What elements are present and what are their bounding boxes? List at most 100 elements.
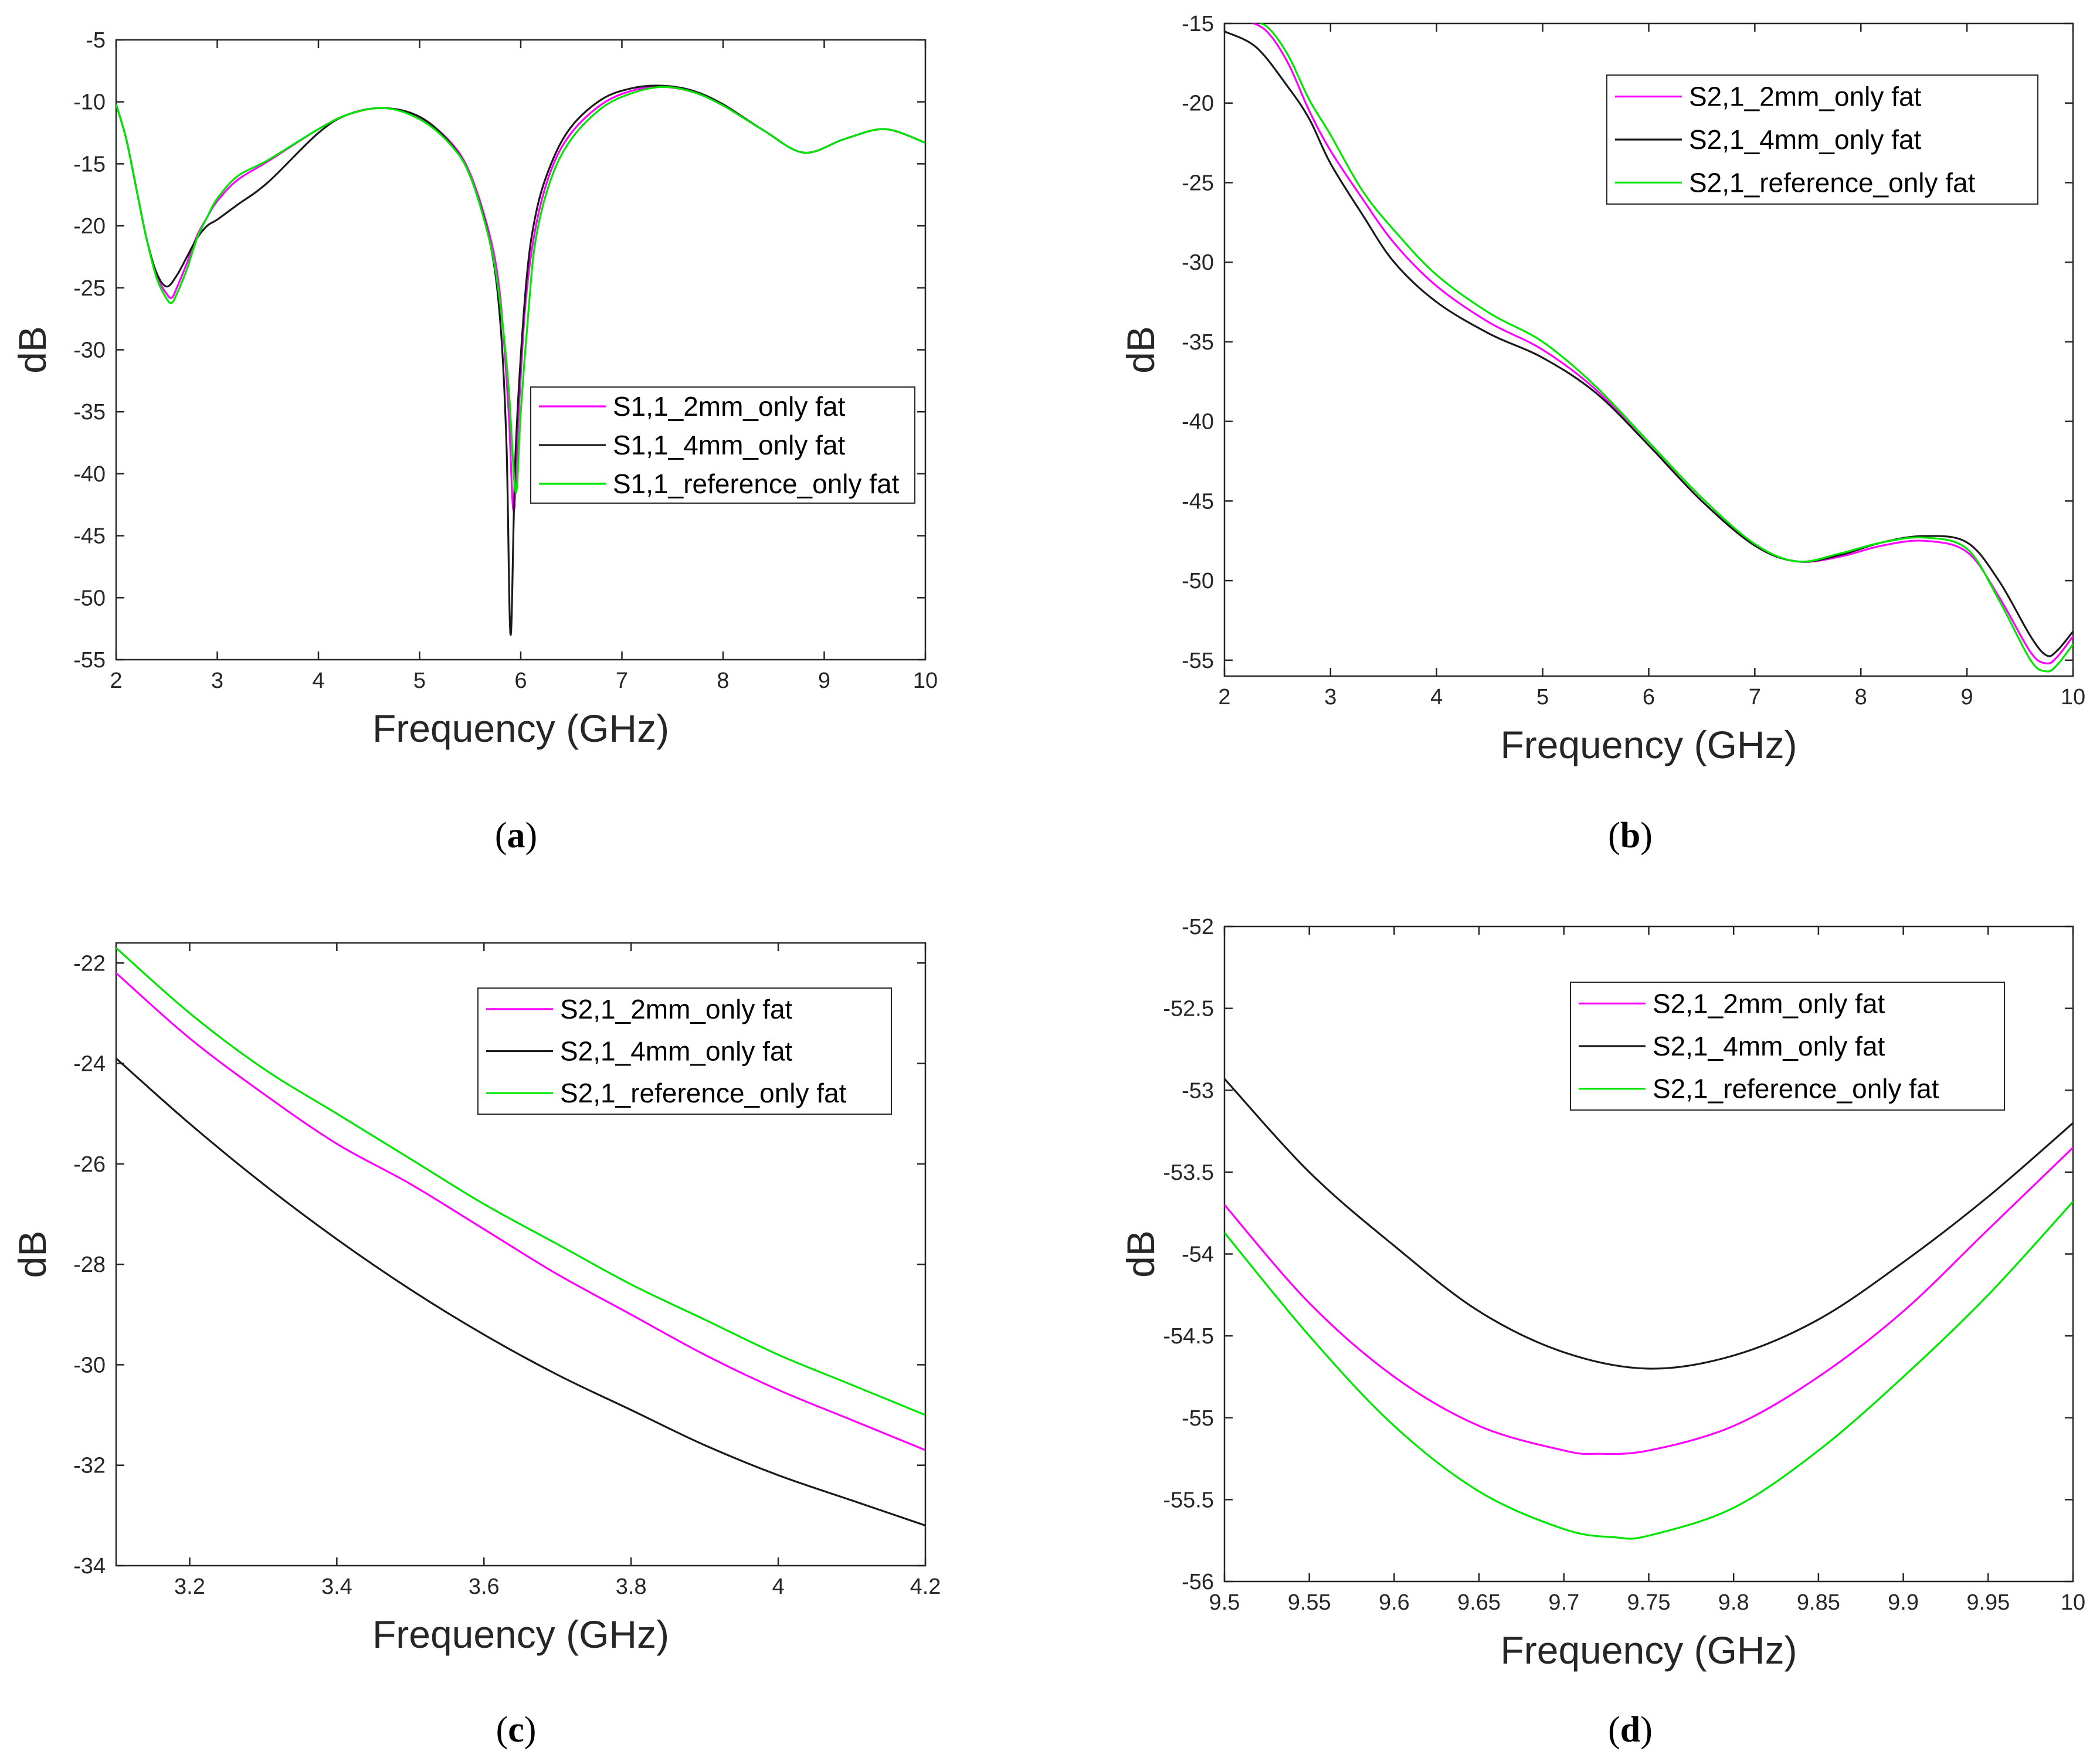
y-tick-label: -55.5 [1163, 1488, 1214, 1512]
caption-paren-close: ) [525, 816, 538, 856]
panel-caption: (b) [1608, 816, 1653, 856]
y-tick-label: -53.5 [1163, 1160, 1214, 1185]
caption-letter: d [1620, 1710, 1640, 1750]
x-axis-label: Frequency (GHz) [372, 1613, 669, 1656]
y-tick-label: -45 [1182, 489, 1214, 514]
x-tick-label: 8 [1855, 685, 1867, 710]
x-tick-label: 9.7 [1548, 1590, 1579, 1615]
x-tick-label: 9.75 [1627, 1590, 1671, 1615]
y-tick-label: -40 [1182, 410, 1214, 435]
x-tick-label: 9.8 [1718, 1590, 1749, 1615]
y-tick-label: -5 [86, 28, 106, 53]
caption-paren-open: ( [1608, 816, 1620, 856]
legend: S2,1_2mm_only fat S2,1_4mm_only fat S2,1_r… [1606, 74, 2038, 205]
y-tick-label: -55 [1182, 1406, 1214, 1431]
x-tick-label: 4 [772, 1574, 785, 1599]
y-tick-label: -32 [73, 1454, 106, 1478]
x-tick-label: 10 [913, 668, 938, 693]
series-line-3 [116, 86, 925, 494]
series-line-2 [116, 84, 925, 636]
x-tick-label: 9.6 [1379, 1590, 1410, 1615]
legend-label-2: S2,1_4mm_only fat [560, 1036, 793, 1067]
legend-label-1: S2,1_2mm_only fat [560, 994, 793, 1024]
series-line-2 [116, 1057, 925, 1527]
x-tick-label: 7 [616, 668, 628, 693]
x-tick-label: 9.85 [1797, 1590, 1840, 1615]
x-tick-label: 9.55 [1288, 1590, 1331, 1615]
y-tick-label: -55 [73, 648, 106, 673]
y-tick-label: -30 [73, 338, 106, 363]
legend-label-3: S1,1_reference_only fat [613, 469, 900, 499]
legend-label-2: S2,1_4mm_only fat [1653, 1031, 1885, 1061]
series-line-2 [1224, 1078, 2073, 1370]
y-tick-label: -15 [73, 152, 106, 177]
x-tick-label: 8 [717, 668, 729, 693]
series-line-2 [1224, 30, 2073, 657]
y-tick-label: -45 [73, 524, 106, 549]
legend: S2,1_2mm_only fat S2,1_4mm_only fat S2,1_r… [1570, 982, 2005, 1111]
caption-paren-close: ) [1640, 1710, 1653, 1750]
x-tick-label: 3.6 [469, 1574, 500, 1599]
x-tick-label: 9.9 [1888, 1590, 1919, 1615]
y-tick-label: -53 [1182, 1078, 1214, 1103]
x-tick-label: 2 [110, 668, 122, 693]
y-tick-label: -25 [1182, 171, 1214, 195]
x-tick-label: 10 [2061, 1590, 2085, 1615]
x-axis-label: Frequency (GHz) [1500, 1628, 1797, 1672]
series-line-3 [1224, 1201, 2073, 1540]
legend-label-3: S2,1_reference_only fat [1653, 1074, 1939, 1104]
y-tick-label: -34 [73, 1554, 106, 1579]
legend-label-1: S2,1_2mm_only fat [1689, 82, 1922, 112]
caption-paren-open: ( [1608, 1710, 1620, 1750]
legend: S2,1_2mm_only fat S2,1_4mm_only fat S2,1_r… [477, 987, 892, 1115]
legend-label-3: S2,1_reference_only fat [1689, 167, 1976, 198]
legend-label-2: S2,1_4mm_only fat [1689, 124, 1922, 155]
chart-panel-d: 9.5 9.55 9.6 9.65 9.7 9.75 9.8 9.85 9.9 9.95 10 -56… [1119, 915, 2085, 1750]
y-tick-label: -25 [73, 276, 106, 301]
series-group [116, 947, 925, 1527]
y-tick-label: -28 [73, 1253, 106, 1277]
x-tick-label: 6 [1643, 685, 1655, 710]
caption-paren-open: ( [495, 816, 507, 856]
panel-caption: (c) [496, 1710, 537, 1750]
y-tick-label: -52 [1182, 915, 1214, 939]
x-tick-label: 6 [514, 668, 527, 693]
x-tick-label: 3.2 [174, 1574, 205, 1599]
y-tick-label: -50 [1182, 569, 1214, 593]
x-tick-label: 10 [2061, 685, 2085, 710]
series-group [1224, 1078, 2073, 1540]
y-tick-label: -26 [73, 1152, 106, 1177]
y-tick-label: -54 [1182, 1243, 1214, 1267]
x-tick-label: 9 [818, 668, 830, 693]
y-tick-label: -35 [73, 400, 106, 425]
legend-label-2: S1,1_4mm_only fat [613, 430, 846, 460]
x-tick-label: 9.65 [1457, 1590, 1501, 1615]
caption-letter: c [508, 1710, 524, 1750]
y-tick-label: -54.5 [1163, 1324, 1214, 1349]
caption-paren-open: ( [496, 1710, 508, 1750]
y-axis-label: dB [1119, 326, 1162, 374]
y-tick-label: -22 [73, 951, 106, 976]
y-tick-label: -55 [1182, 649, 1214, 673]
caption-paren-close: ) [1640, 816, 1653, 856]
x-tick-label: 3.8 [616, 1574, 647, 1599]
x-tick-label: 9.5 [1209, 1590, 1240, 1615]
y-tick-label: -50 [73, 586, 106, 610]
x-axis-label: Frequency (GHz) [1500, 723, 1797, 766]
x-tick-label: 3 [211, 668, 223, 693]
x-tick-label: 7 [1749, 685, 1761, 710]
y-tick-label: -30 [1182, 250, 1214, 275]
x-tick-label: 4.2 [910, 1574, 941, 1599]
legend-label-1: S2,1_2mm_only fat [1653, 988, 1885, 1019]
y-tick-label: -20 [1182, 91, 1214, 116]
y-tick-label: -40 [73, 462, 106, 487]
series-line-3 [116, 947, 925, 1416]
y-tick-label: -10 [73, 90, 106, 115]
x-tick-label: 4 [312, 668, 324, 693]
y-axis-label: dB [1119, 1230, 1162, 1278]
legend-label-1: S1,1_2mm_only fat [613, 391, 846, 422]
y-tick-label: -15 [1182, 12, 1214, 36]
x-tick-label: 5 [1536, 685, 1549, 710]
y-tick-label: -35 [1182, 330, 1214, 355]
